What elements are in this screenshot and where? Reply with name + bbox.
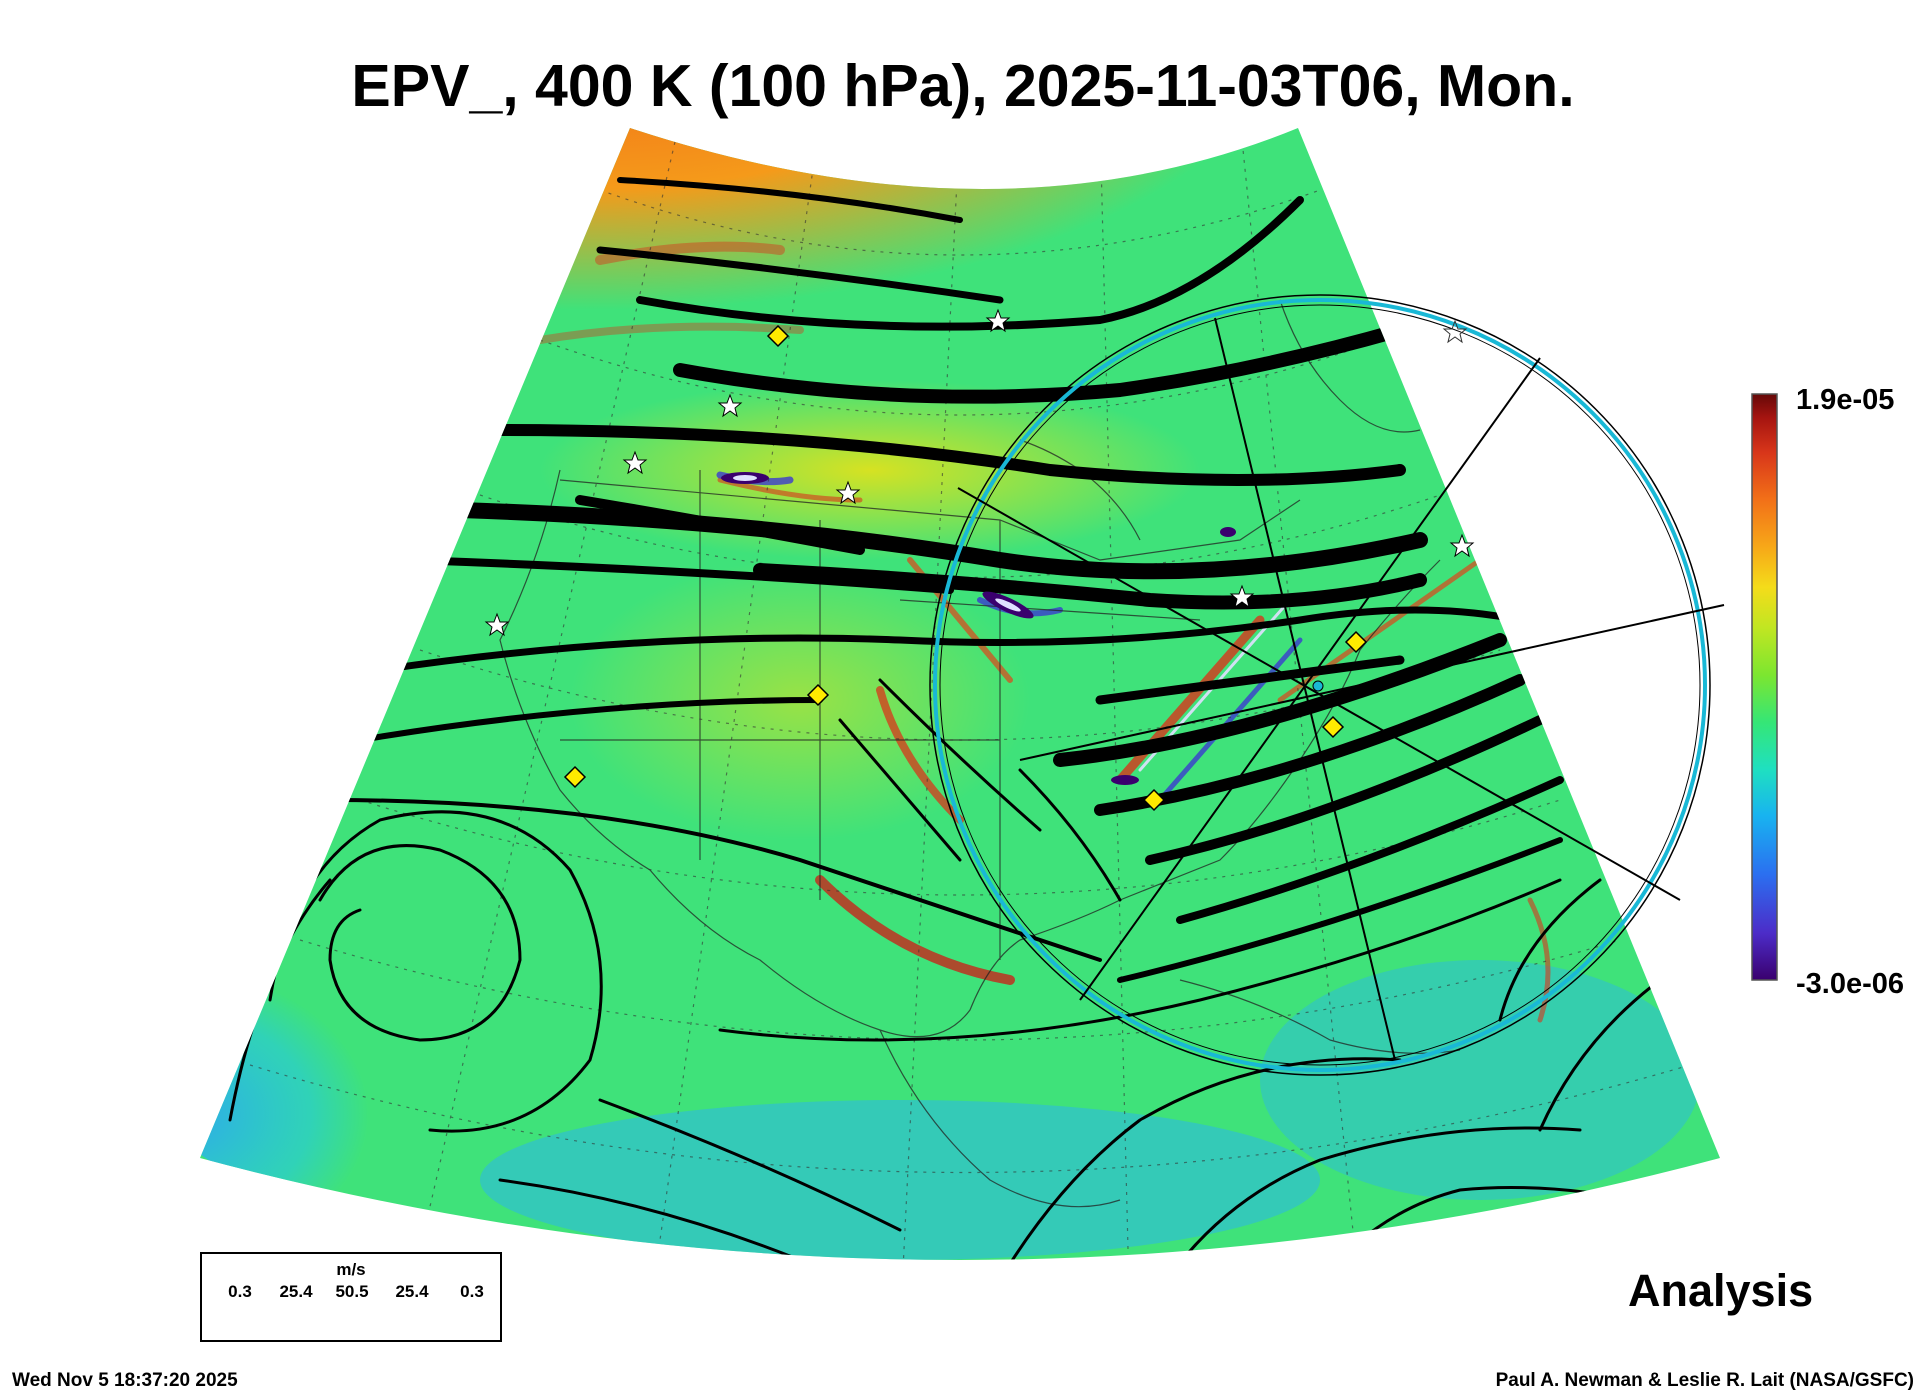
wind-legend-value: 25.4 (279, 1282, 313, 1301)
wind-legend-value: 0.3 (460, 1282, 484, 1301)
figure-title: EPV_, 400 K (100 hPa), 2025-11-03T06, Mo… (351, 53, 1575, 119)
wind-legend-value: 25.4 (395, 1282, 429, 1301)
field-s-blue (480, 1100, 1320, 1260)
range-circle (929, 294, 1711, 1076)
trajectory-overlay (929, 294, 1725, 1076)
colorbar-gradient (1751, 393, 1778, 981)
cross-section-line-2 (1079, 357, 1541, 1001)
wind-streamlines (228, 177, 1682, 1260)
range-circle-cyan (933, 298, 1707, 1072)
pv-minima (721, 472, 1236, 785)
cross-section-line-4 (1019, 604, 1725, 761)
wind-legend-value: 50.5 (335, 1282, 369, 1301)
diamond-markers (563, 324, 1368, 812)
credit: Paul A. Newman & Leslie R. Lait (NASA/GS… (1495, 1370, 1914, 1391)
station-markers (484, 308, 1475, 812)
star-markers (484, 308, 1475, 637)
colorbar-max-label: 1.9e-05 (1796, 384, 1895, 416)
timestamp: Wed Nov 5 18:37:20 2025 (12, 1370, 238, 1391)
field-se-blue (1260, 960, 1700, 1200)
wind-legend-unit: m/s (336, 1260, 366, 1279)
wind-legend: m/s 0.3 25.4 50.5 25.4 0.3 (200, 1252, 502, 1342)
cross-section-line-1 (1214, 317, 1396, 1061)
range-circle-inner (939, 304, 1701, 1066)
wind-legend-value: 0.3 (228, 1282, 252, 1301)
colorbar (1751, 393, 1778, 981)
map-panel (200, 128, 1720, 1260)
colorbar-min-label: -3.0e-06 (1796, 968, 1905, 1000)
panel-label: Analysis (1628, 1265, 1814, 1316)
center-point (1312, 680, 1324, 692)
